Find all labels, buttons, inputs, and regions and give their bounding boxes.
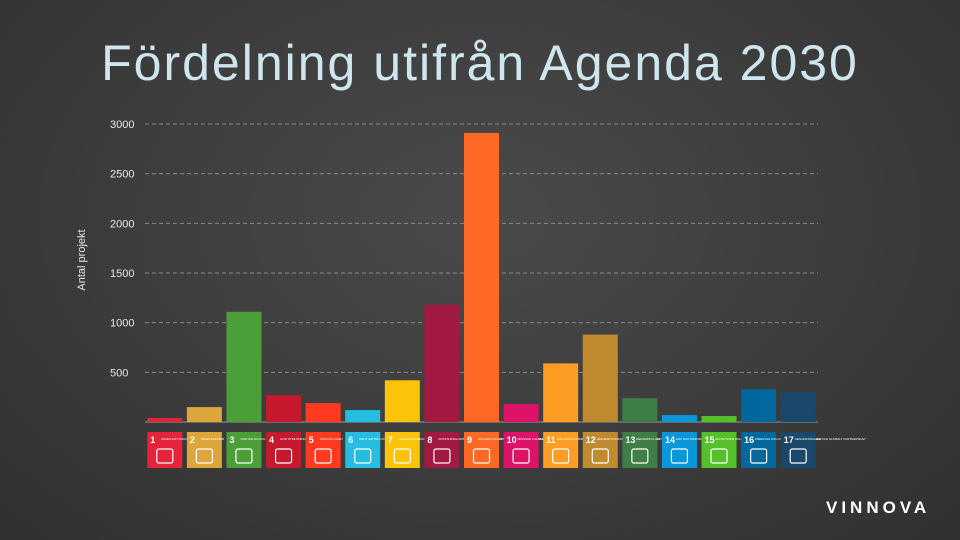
sdg-tile-label: GOD UTBILDNING FÖR ALLA [280, 437, 321, 441]
sdg-tile-label: HAV OCH MARINA RESURSER [676, 437, 720, 441]
vinnova-logo: VINNOVA [826, 498, 931, 517]
sdg-tile [741, 432, 777, 468]
y-tick-label: 2500 [110, 169, 134, 181]
sdg-icon [750, 448, 768, 464]
sdg-tile-number: 12 [586, 435, 596, 445]
sdg-tile [305, 432, 341, 468]
sdg-tile [345, 432, 381, 468]
sdg-tile-label: MINSKAD OJÄMLIKHET [518, 437, 552, 441]
y-tick-label: 2000 [110, 218, 134, 230]
sdg-tile-number: 1 [150, 435, 155, 445]
sdg-tile-number: 7 [388, 435, 393, 445]
sdg-tile-number: 17 [784, 435, 794, 445]
sdg-tile [424, 432, 460, 468]
bar [582, 334, 618, 422]
sdg-tile-number: 2 [190, 435, 195, 445]
bar [305, 403, 341, 422]
sdg-tile-number: 15 [705, 435, 715, 445]
sdg-tile [543, 432, 579, 468]
sdg-icon [512, 448, 530, 464]
sdg-tile-number: 5 [309, 435, 314, 445]
sdg-tile [464, 432, 499, 468]
bar [186, 407, 222, 422]
sdg-tile-number: 6 [348, 435, 353, 445]
bar [226, 311, 262, 422]
sdg-icon [552, 448, 570, 464]
bar [147, 418, 183, 422]
sdg-icon [591, 448, 609, 464]
sdg-tile-number: 4 [269, 435, 274, 445]
sdg-icon [274, 448, 293, 464]
sdg-tile-number: 3 [229, 435, 234, 445]
slide-title: Fördelning utifrån Agenda 2030 [101, 35, 859, 91]
sdg-icon [670, 448, 689, 464]
sdg-icon [156, 448, 174, 464]
sdg-tile-label: JÄMSTÄLLDHET [320, 437, 344, 441]
sdg-tile [384, 432, 420, 468]
sdg-icon [393, 448, 411, 464]
sdg-tile-number: 8 [427, 435, 432, 445]
bar [266, 395, 302, 422]
sdg-tile-number: 13 [625, 435, 635, 445]
bar [464, 132, 499, 422]
sdg-tile [622, 432, 658, 468]
sdg-tile-label: INGEN HUNGER [201, 437, 225, 441]
sdg-icon [314, 448, 332, 464]
bar [543, 363, 579, 422]
y-tick-label: 500 [110, 367, 128, 379]
sdg-tile [147, 432, 183, 468]
bar [661, 415, 697, 422]
bar [780, 392, 816, 422]
sdg-tile-label: GOD HÄLSA OCH VÄLBEFINNANDE [240, 437, 291, 441]
sdg-tile [503, 432, 539, 468]
y-tick-label: 1500 [110, 268, 134, 280]
sdg-tile [186, 432, 222, 468]
bar [622, 398, 658, 422]
sdg-icon [195, 448, 213, 464]
sdg-icon [433, 448, 451, 464]
y-tick-label: 1000 [110, 318, 134, 330]
sdg-icon [789, 448, 807, 464]
sdg-tile-label: GENOMFÖRANDE OCH GLOBALT PARTNERSKAP [795, 437, 866, 441]
sdg-tile-label: INGEN FATTIGDOM [161, 437, 189, 441]
sdg-icon [472, 448, 491, 464]
sdg-tile [226, 432, 262, 468]
sdg-tile-label: HÅLLBAR ENERGI FÖR ALLA [399, 436, 440, 441]
sdg-icon [631, 448, 649, 464]
sdg-icon [354, 448, 372, 464]
bar [503, 404, 539, 422]
sdg-icon [710, 448, 728, 464]
sdg-tile-number: 9 [467, 435, 472, 445]
bar [701, 416, 737, 422]
y-tick-label: 3000 [110, 119, 134, 131]
sdg-tile-number: 16 [744, 435, 754, 445]
bar [741, 389, 777, 422]
bar [384, 380, 420, 422]
sdg-tile-number: 11 [546, 435, 556, 445]
sdg-tile [661, 432, 697, 468]
bar [345, 410, 381, 422]
sdg-tile [582, 432, 618, 468]
sdg-icon [235, 448, 253, 464]
sdg-tile [701, 432, 737, 468]
sdg-tile [266, 432, 302, 468]
sdg-tile [780, 432, 816, 468]
bar [424, 304, 460, 422]
sdg-tile-number: 14 [665, 435, 675, 445]
sdg-tile-number: 10 [507, 435, 517, 445]
